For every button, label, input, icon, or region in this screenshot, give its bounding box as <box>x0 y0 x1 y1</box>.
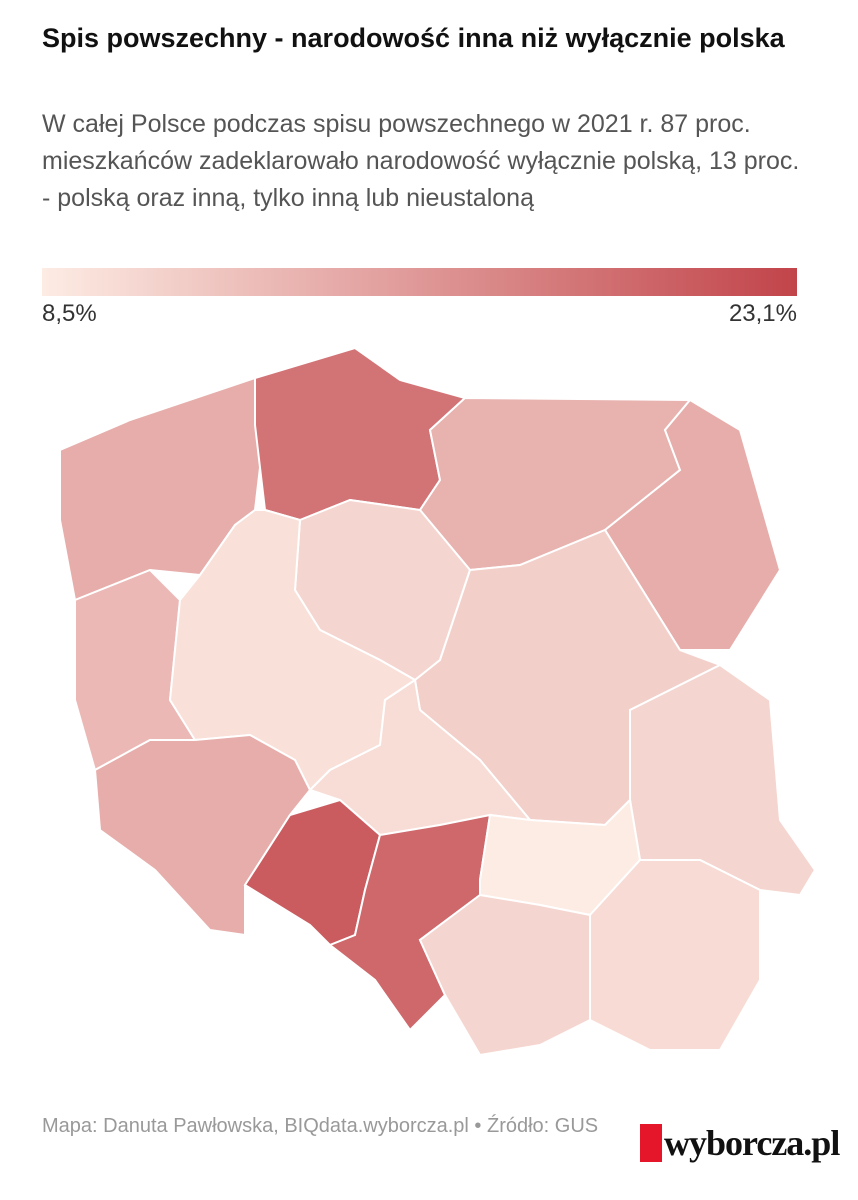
legend-max: 23,1% <box>728 300 797 327</box>
logo-text: wyborcza.pl <box>664 1123 840 1163</box>
legend-gradient <box>42 268 797 296</box>
credit: Mapa: Danuta Pawłowska, BIQdata.wyborcza… <box>42 1115 599 1137</box>
map <box>59 346 817 1057</box>
subtitle: W całej Polsce podczas spisu powszechneg… <box>42 110 800 212</box>
logo: wyborcza.pl <box>640 1122 840 1164</box>
title: Spis powszechny - narodowość inna niż wy… <box>42 23 785 53</box>
legend-min: 8,5% <box>42 300 97 327</box>
region <box>418 893 591 1057</box>
region <box>589 859 761 1051</box>
logo-mark <box>640 1124 662 1162</box>
